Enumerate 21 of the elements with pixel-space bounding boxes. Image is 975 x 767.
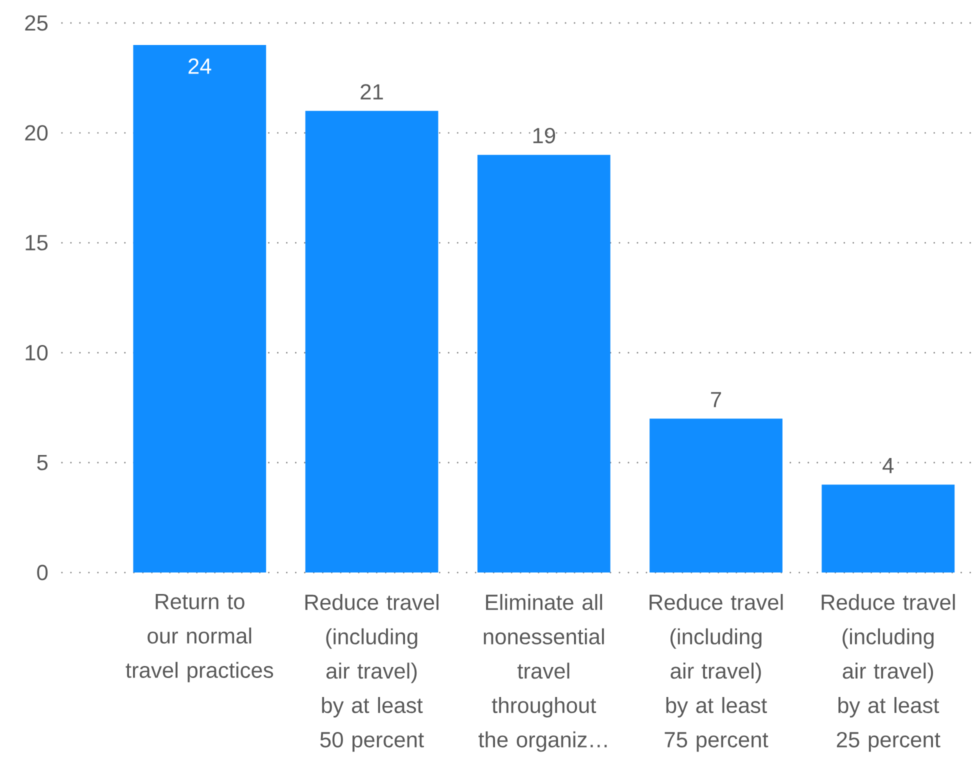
x-tick-label: Reduce travel (including air travel) by at least 75 percent (650, 594, 783, 752)
y-tick-label: 20 (25, 124, 48, 140)
x-tick-label: Reduce travel (including air travel) by at least 50 percent (305, 594, 438, 752)
bar (477, 154, 610, 572)
bar (650, 418, 782, 572)
y-tick-label: 10 (26, 344, 48, 360)
data-label: 21 (360, 84, 383, 100)
y-tick-label: 5 (37, 454, 48, 470)
y-tick-label: 25 (25, 15, 48, 31)
data-label: 7 (711, 392, 722, 407)
data-label: 4 (882, 458, 894, 473)
data-label: 24 (188, 58, 212, 74)
y-tick-label: 15 (26, 234, 48, 250)
bar (133, 44, 266, 572)
bar (305, 110, 438, 572)
x-tick-label: Reduce travel (including air travel) by at least 25 percent (822, 594, 955, 752)
data-label: 19 (533, 128, 556, 144)
bar (822, 484, 955, 572)
x-tick-label: Return to our normal travel practices (126, 594, 274, 682)
x-tick-label: Eliminate all nonessential travel throughout the organiz… (478, 594, 607, 752)
y-tick-label: 0 (37, 564, 48, 580)
